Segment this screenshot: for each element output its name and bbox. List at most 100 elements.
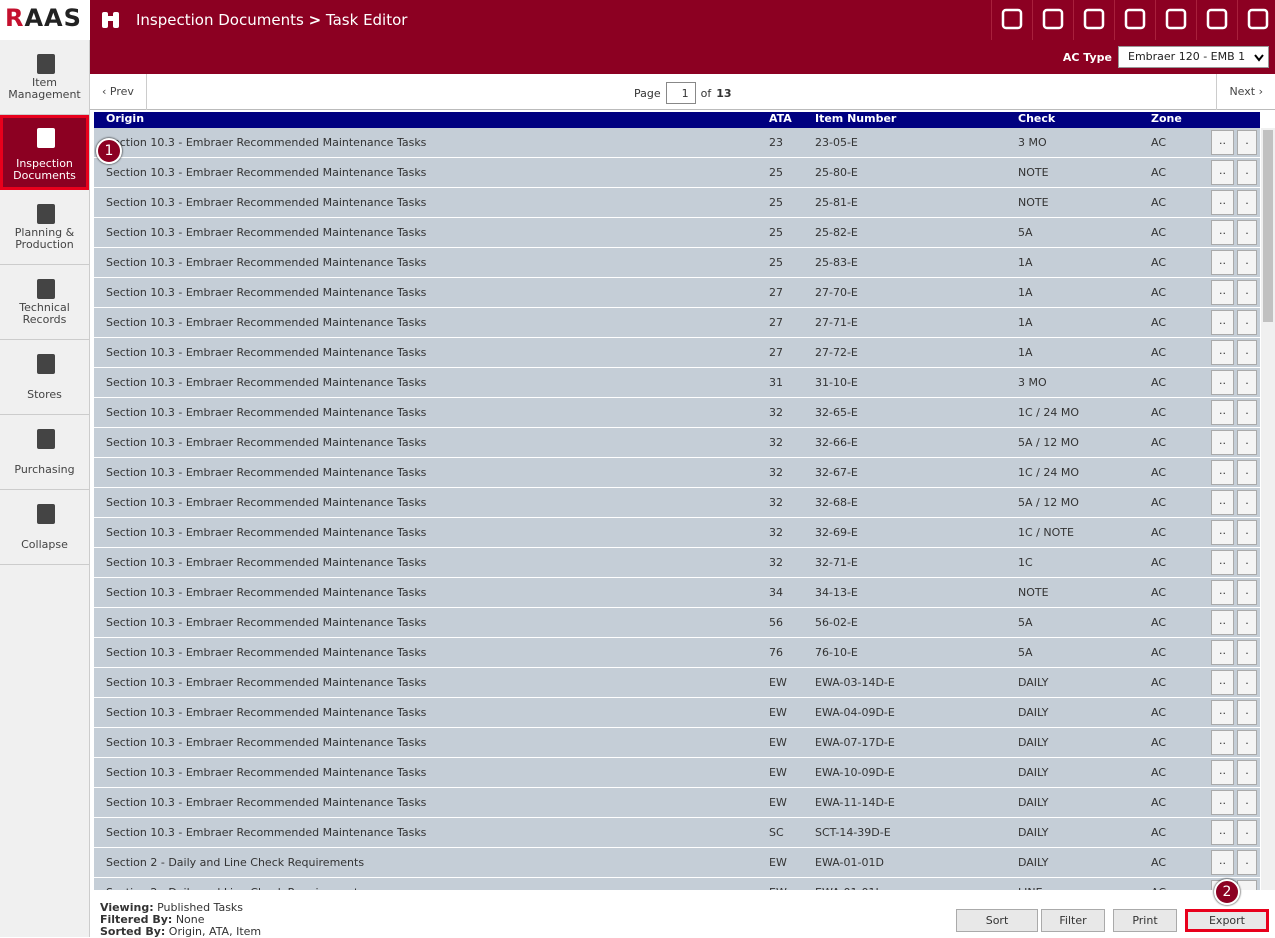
table-row[interactable]: Section 10.3 - Embraer Recommended Maint… xyxy=(94,188,1260,217)
row-button[interactable]: . xyxy=(1237,460,1257,485)
row-button[interactable]: .. xyxy=(1211,760,1234,785)
nav-item[interactable]: Purchasing xyxy=(0,415,89,490)
footer-button[interactable]: Filter xyxy=(1041,909,1105,932)
nav-item[interactable]: Inspection Documents xyxy=(0,115,89,190)
row-button[interactable]: . xyxy=(1237,820,1257,845)
row-button[interactable]: . xyxy=(1237,400,1257,425)
table-row[interactable]: Section 10.3 - Embraer Recommended Maint… xyxy=(94,428,1260,457)
table-row[interactable]: Section 10.3 - Embraer Recommended Maint… xyxy=(94,158,1260,187)
scrollbar[interactable] xyxy=(1261,128,1275,890)
row-button[interactable]: .. xyxy=(1211,700,1234,725)
settings-icon[interactable] xyxy=(1155,0,1196,40)
row-button[interactable]: .. xyxy=(1211,460,1234,485)
row-button[interactable]: . xyxy=(1237,790,1257,815)
row-button[interactable]: .. xyxy=(1211,160,1234,185)
row-button[interactable]: .. xyxy=(1211,850,1234,875)
table-row[interactable]: Section 10.3 - Embraer Recommended Maint… xyxy=(94,338,1260,367)
row-button[interactable]: .. xyxy=(1211,820,1234,845)
row-button[interactable]: .. xyxy=(1211,610,1234,635)
row-button[interactable]: . xyxy=(1237,430,1257,455)
footer-button[interactable]: Export xyxy=(1185,909,1269,932)
row-button[interactable]: . xyxy=(1237,190,1257,215)
row-button[interactable]: . xyxy=(1237,280,1257,305)
table-row[interactable]: Section 10.3 - Embraer Recommended Maint… xyxy=(94,728,1260,757)
nav-item[interactable]: Item Management xyxy=(0,40,89,115)
table-row[interactable]: Section 10.3 - Embraer Recommended Maint… xyxy=(94,788,1260,817)
plus-icon[interactable] xyxy=(1073,0,1114,40)
row-button[interactable]: . xyxy=(1237,730,1257,755)
footer-button[interactable]: Print xyxy=(1113,909,1177,932)
row-button[interactable]: .. xyxy=(1211,220,1234,245)
row-button[interactable]: .. xyxy=(1211,730,1234,755)
prev-button[interactable]: ‹ Prev xyxy=(90,74,147,110)
row-button[interactable]: .. xyxy=(1211,310,1234,335)
row-button[interactable]: .. xyxy=(1211,550,1234,575)
table-row[interactable]: Section 10.3 - Embraer Recommended Maint… xyxy=(94,638,1260,667)
table-row[interactable]: Section 10.3 - Embraer Recommended Maint… xyxy=(94,248,1260,277)
row-button[interactable]: . xyxy=(1237,160,1257,185)
row-button[interactable]: . xyxy=(1237,340,1257,365)
column-header[interactable]: Check xyxy=(1018,112,1056,125)
table-row[interactable]: Section 10.3 - Embraer Recommended Maint… xyxy=(94,308,1260,337)
row-button[interactable]: .. xyxy=(1211,640,1234,665)
table-row[interactable]: Section 10.3 - Embraer Recommended Maint… xyxy=(94,398,1260,427)
id-card-icon[interactable] xyxy=(991,0,1032,40)
column-header[interactable]: Origin xyxy=(106,112,145,125)
breadcrumb-item[interactable]: Inspection Documents xyxy=(136,11,304,29)
row-button[interactable]: . xyxy=(1237,520,1257,545)
scroll-thumb[interactable] xyxy=(1263,130,1273,322)
row-button[interactable]: .. xyxy=(1211,790,1234,815)
page-input[interactable]: 1 xyxy=(665,82,696,104)
row-button[interactable]: .. xyxy=(1211,520,1234,545)
table-row[interactable]: Section 10.3 - Embraer Recommended Maint… xyxy=(94,488,1260,517)
row-button[interactable]: .. xyxy=(1211,430,1234,455)
row-button[interactable]: . xyxy=(1237,310,1257,335)
column-header[interactable]: Zone xyxy=(1151,112,1182,125)
table-row[interactable]: Section 10.3 - Embraer Recommended Maint… xyxy=(94,518,1260,547)
table-row[interactable]: Section 10.3 - Embraer Recommended Maint… xyxy=(94,548,1260,577)
row-button[interactable]: .. xyxy=(1211,190,1234,215)
table-row[interactable]: Section 10.3 - Embraer Recommended Maint… xyxy=(94,818,1260,847)
table-row[interactable]: Section 2 - Daily and Line Check Require… xyxy=(94,848,1260,877)
row-button[interactable]: . xyxy=(1237,760,1257,785)
nav-item[interactable]: Stores xyxy=(0,340,89,415)
row-button[interactable]: .. xyxy=(1211,250,1234,275)
table-row[interactable]: Section 10.3 - Embraer Recommended Maint… xyxy=(94,218,1260,247)
ac-type-select[interactable]: Embraer 120 - EMB 1 xyxy=(1118,46,1269,68)
row-button[interactable]: . xyxy=(1237,550,1257,575)
next-button[interactable]: Next › xyxy=(1216,74,1275,110)
table-row[interactable]: Section 10.3 - Embraer Recommended Maint… xyxy=(94,458,1260,487)
table-row[interactable]: Section 10.3 - Embraer Recommended Maint… xyxy=(94,608,1260,637)
table-row[interactable]: Section 10.3 - Embraer Recommended Maint… xyxy=(94,578,1260,607)
row-button[interactable]: .. xyxy=(1211,580,1234,605)
table-row[interactable]: Section 10.3 - Embraer Recommended Maint… xyxy=(94,668,1260,697)
row-button[interactable]: .. xyxy=(1211,490,1234,515)
table-row[interactable]: Section 10.3 - Embraer Recommended Maint… xyxy=(94,368,1260,397)
row-button[interactable]: . xyxy=(1237,880,1257,890)
nav-item[interactable]: Planning & Production xyxy=(0,190,89,265)
row-button[interactable]: . xyxy=(1237,580,1257,605)
column-header[interactable]: Item Number xyxy=(815,112,897,125)
table-row[interactable]: Section 10.3 - Embraer Recommended Maint… xyxy=(94,128,1260,157)
logo[interactable]: RAAS xyxy=(0,0,90,40)
row-button[interactable]: .. xyxy=(1211,280,1234,305)
table-row[interactable]: Section 10.3 - Embraer Recommended Maint… xyxy=(94,698,1260,727)
row-button[interactable]: . xyxy=(1237,250,1257,275)
row-button[interactable]: . xyxy=(1237,610,1257,635)
row-button[interactable]: .. xyxy=(1211,130,1234,155)
row-button[interactable]: . xyxy=(1237,850,1257,875)
footer-button[interactable]: Sort xyxy=(956,909,1038,932)
power-icon[interactable] xyxy=(1237,0,1275,40)
nav-item[interactable]: Technical Records xyxy=(0,265,89,340)
row-button[interactable]: .. xyxy=(1211,340,1234,365)
row-button[interactable]: .. xyxy=(1211,670,1234,695)
column-header[interactable]: ATA xyxy=(769,112,792,125)
row-button[interactable]: . xyxy=(1237,670,1257,695)
row-button[interactable]: .. xyxy=(1211,400,1234,425)
nav-item[interactable]: Collapse xyxy=(0,490,89,565)
help-icon[interactable] xyxy=(1196,0,1237,40)
comment-icon[interactable] xyxy=(1032,0,1073,40)
row-button[interactable]: . xyxy=(1237,490,1257,515)
table-row[interactable]: Section 10.3 - Embraer Recommended Maint… xyxy=(94,758,1260,787)
row-button[interactable]: . xyxy=(1237,130,1257,155)
